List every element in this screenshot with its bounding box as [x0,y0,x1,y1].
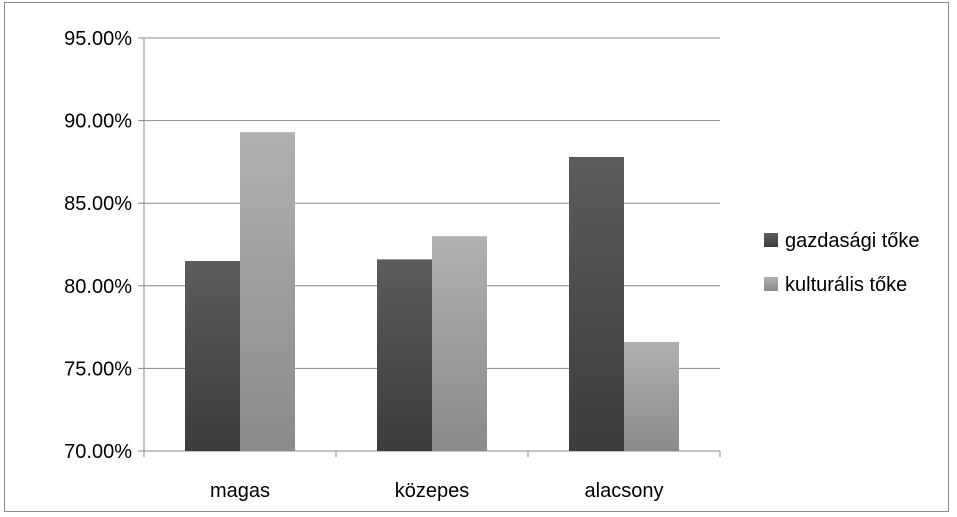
legend-label: kulturális tőke [785,274,907,296]
y-axis-tick-labels: 70.00% 75.00% 80.00% 85.00% 90.00% 95.00% [64,28,132,463]
bar-gazdasagi-toke-2 [569,156,624,451]
bar-gazdasagi-toke-0 [185,261,240,451]
x-category-label: magas [210,480,270,502]
bar-gazdasagi-toke-1 [377,259,432,451]
y-tick-label: 95.00% [64,28,132,50]
y-tick-label: 85.00% [64,193,132,215]
bar-kulturalis-toke-2 [624,341,679,451]
legend-label: gazdasági tőke [785,230,920,252]
bar-kulturalis-toke-1 [432,236,487,451]
x-category-label: alacsony [585,480,664,502]
legend: gazdasági tőke kulturális tőke [764,230,920,296]
legend-swatch [764,277,778,291]
bars [185,132,679,451]
bar-kulturalis-toke-0 [240,132,295,451]
y-tick-label: 90.00% [64,111,132,133]
x-category-label: közepes [395,480,470,502]
y-tick-label: 80.00% [64,276,132,298]
y-tick-label: 75.00% [64,358,132,380]
legend-swatch [764,233,778,247]
y-tick-label: 70.00% [64,441,132,463]
x-axis-category-labels: magas közepes alacsony [210,480,663,502]
